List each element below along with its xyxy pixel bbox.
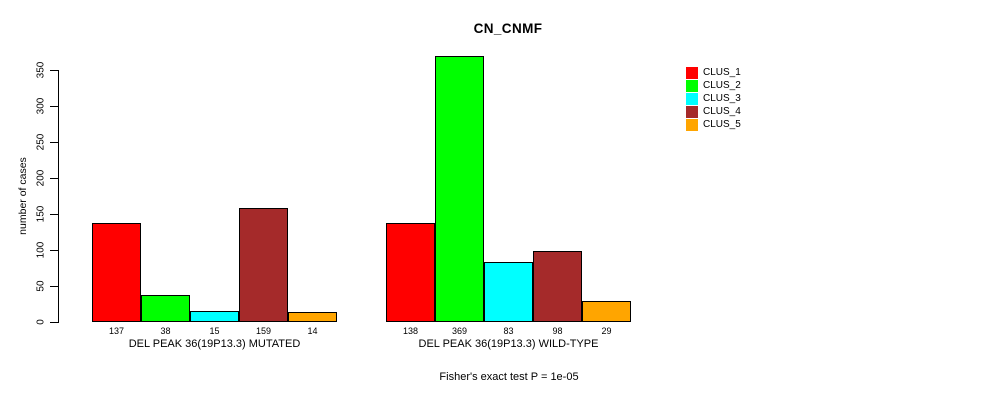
bar-clus_4-group2 [533, 251, 582, 322]
y-axis-tick-label: 50 [35, 280, 47, 292]
group-label: DEL PEAK 36(19P13.3) MUTATED [128, 338, 301, 350]
bar-clus_3-group1 [190, 311, 239, 322]
y-axis-tick [50, 322, 58, 323]
legend-item-clus_3: CLUS_3 [686, 92, 741, 105]
legend-label: CLUS_5 [703, 119, 741, 130]
y-axis-label: number of cases [17, 157, 29, 235]
group-label: DEL PEAK 36(19P13.3) WILD-TYPE [418, 338, 599, 350]
legend: CLUS_1 CLUS_2 CLUS_3 CLUS_4 CLUS_5 [686, 66, 741, 131]
chart-title: CN_CNMF [473, 21, 543, 36]
legend-swatch [686, 92, 698, 105]
y-axis-tick-label: 0 [35, 319, 47, 325]
bar-value-label: 83 [503, 326, 514, 336]
bar-value-label: 138 [402, 326, 419, 336]
legend-swatch [686, 118, 698, 131]
y-axis-tick-label: 200 [35, 169, 47, 187]
y-axis-tick [50, 142, 58, 143]
legend-label: CLUS_2 [703, 80, 741, 91]
legend-label: CLUS_1 [703, 67, 741, 78]
y-axis-tick [50, 106, 58, 107]
legend-swatch [686, 79, 698, 92]
y-axis-tick-label: 300 [35, 97, 47, 115]
bar-clus_5-group1 [288, 312, 337, 322]
bar-value-label: 369 [451, 326, 468, 336]
y-axis-tick-label: 250 [35, 133, 47, 151]
legend-item-clus_4: CLUS_4 [686, 105, 741, 118]
bar-value-label: 98 [552, 326, 563, 336]
bar-value-label: 14 [307, 326, 318, 336]
legend-swatch [686, 105, 698, 118]
bar-value-label: 29 [601, 326, 612, 336]
legend-item-clus_2: CLUS_2 [686, 79, 741, 92]
bar-clus_1-group2 [386, 223, 435, 322]
bar-clus_3-group2 [484, 262, 533, 322]
bar-clus_1-group1 [92, 223, 141, 322]
bar-value-label: 159 [255, 326, 272, 336]
bar-clus_5-group2 [582, 301, 631, 322]
y-axis-tick-label: 150 [35, 205, 47, 223]
legend-item-clus_5: CLUS_5 [686, 118, 741, 131]
y-axis-tick [50, 250, 58, 251]
y-axis-tick [50, 286, 58, 287]
y-axis-tick [50, 70, 58, 71]
bar-value-label: 15 [209, 326, 220, 336]
bar-value-label: 38 [160, 326, 171, 336]
legend-label: CLUS_3 [703, 93, 741, 104]
bar-clus_2-group1 [141, 295, 190, 322]
y-axis-tick-label: 350 [35, 61, 47, 79]
legend-label: CLUS_4 [703, 106, 741, 117]
legend-swatch [686, 66, 698, 79]
y-axis-tick-label: 100 [35, 241, 47, 259]
y-axis-tick [50, 178, 58, 179]
bar-value-label: 137 [108, 326, 125, 336]
legend-item-clus_1: CLUS_1 [686, 66, 741, 79]
y-axis-tick [50, 214, 58, 215]
y-axis-line [58, 70, 59, 323]
bar-clus_4-group1 [239, 208, 288, 322]
bar-clus_2-group2 [435, 56, 484, 322]
fisher-test-note: Fisher's exact test P = 1e-05 [439, 371, 579, 383]
